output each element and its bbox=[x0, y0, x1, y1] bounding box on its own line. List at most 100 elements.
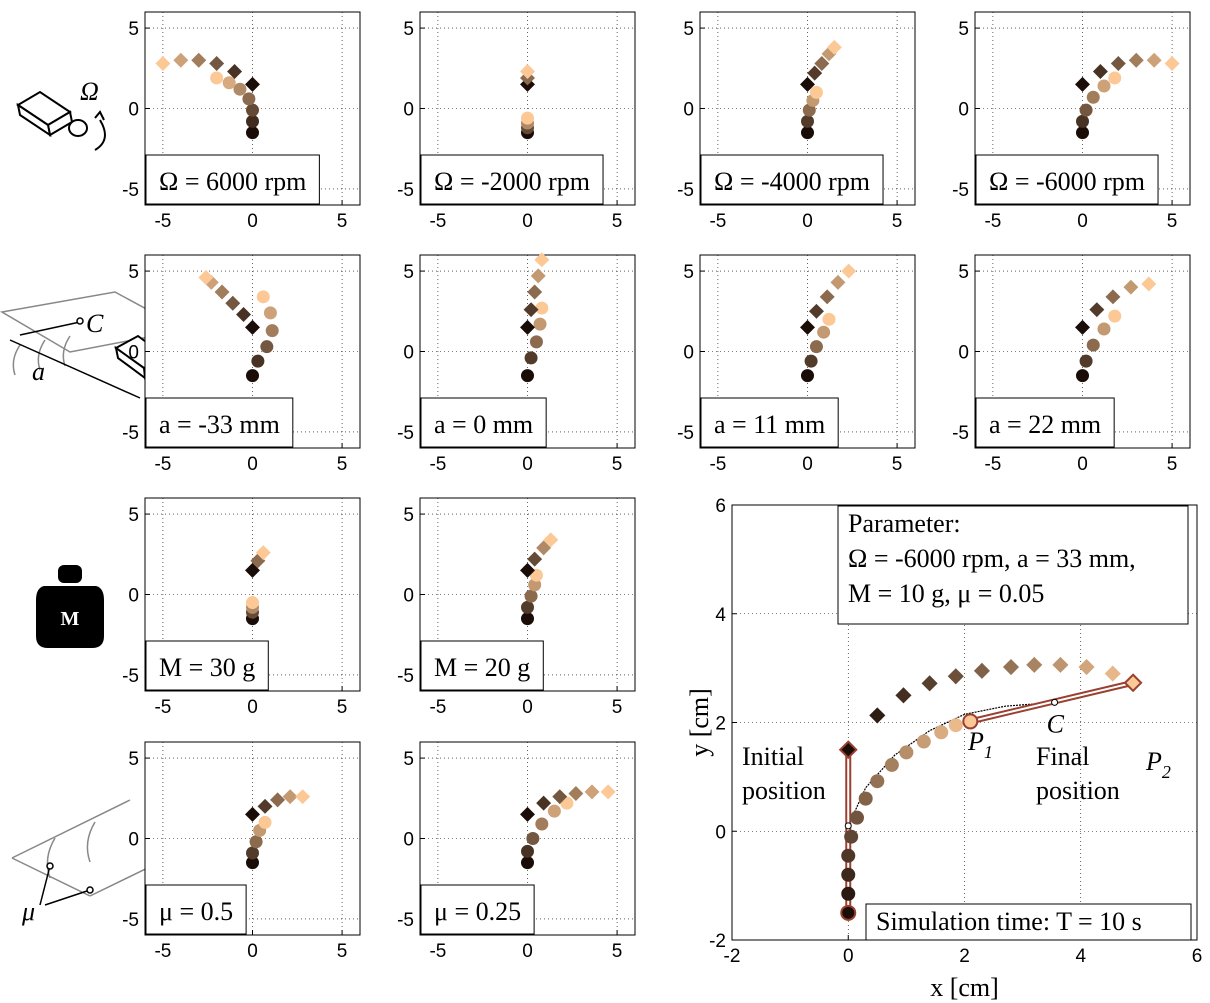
x-tick-label: -5 bbox=[709, 211, 726, 232]
circle-point bbox=[263, 306, 277, 320]
circle-point bbox=[844, 829, 859, 844]
diamond-point bbox=[808, 303, 824, 319]
y-tick-label: 0 bbox=[683, 343, 694, 364]
circle-point bbox=[934, 725, 949, 740]
y-tick-label: 2 bbox=[715, 714, 726, 735]
diamond-point bbox=[1105, 289, 1121, 305]
parameter-label: μ = 0.25 bbox=[434, 897, 521, 926]
diamond-point bbox=[838, 740, 858, 760]
diamond-point bbox=[191, 52, 207, 68]
p2-label: P2 bbox=[1145, 747, 1171, 782]
diamond-point bbox=[841, 263, 857, 279]
diamond-point bbox=[1092, 64, 1108, 79]
x-tick-label: 5 bbox=[1167, 454, 1178, 475]
y-tick-label: -5 bbox=[122, 423, 139, 444]
parameter-label: a = 0 mm bbox=[434, 410, 533, 439]
y-tick-label: 0 bbox=[958, 100, 969, 121]
diamond-point bbox=[527, 551, 543, 567]
y-tick-label: 0 bbox=[683, 100, 694, 121]
y-tick-label: 5 bbox=[403, 505, 414, 526]
diamond-point bbox=[236, 307, 252, 322]
y-tick-label: 0 bbox=[128, 830, 139, 851]
circle-point bbox=[1076, 126, 1089, 140]
y-tick-label: -5 bbox=[397, 666, 414, 687]
circle-point bbox=[210, 71, 224, 85]
x-tick-label: 5 bbox=[337, 941, 348, 962]
x-tick-label: 0 bbox=[1077, 454, 1088, 475]
parameter-label: a = 11 mm bbox=[714, 410, 825, 439]
diamond-point bbox=[814, 55, 830, 71]
circle-point bbox=[249, 835, 263, 849]
diamond-point bbox=[543, 532, 559, 548]
label-box bbox=[145, 154, 320, 205]
circle-point bbox=[916, 734, 931, 749]
diamond-point bbox=[1110, 55, 1126, 71]
weight-symbol: M bbox=[61, 608, 80, 630]
diamond-point bbox=[807, 65, 823, 81]
p1-sub: 1 bbox=[984, 742, 993, 762]
diamond-point bbox=[584, 784, 600, 800]
diamond-point bbox=[257, 798, 273, 814]
circle-point bbox=[521, 844, 534, 858]
diamond-point bbox=[1075, 76, 1090, 92]
x-tick-label: 0 bbox=[247, 454, 258, 475]
diamond-point bbox=[1002, 658, 1020, 676]
simulation-text: Simulation time: T = 10 s bbox=[876, 907, 1142, 936]
diamond-point bbox=[1141, 276, 1157, 292]
circle-point bbox=[840, 904, 857, 921]
initial-label: position bbox=[742, 776, 826, 805]
diamond-point bbox=[520, 806, 535, 822]
parameter-text: Parameter: bbox=[848, 509, 961, 538]
y-tick-label: 5 bbox=[128, 505, 139, 526]
c-point bbox=[1051, 698, 1059, 706]
circle-point bbox=[1076, 114, 1089, 128]
circle-point bbox=[246, 856, 259, 870]
x-tick-label: 0 bbox=[247, 697, 258, 718]
circle-point bbox=[1108, 71, 1122, 85]
x-tick-label: -5 bbox=[154, 941, 171, 962]
parameter-label: Ω = 6000 rpm bbox=[159, 167, 306, 196]
diamond-point bbox=[1104, 665, 1121, 682]
x-axis-label: x [cm] bbox=[930, 973, 999, 1002]
diamond-point bbox=[245, 76, 260, 92]
diamond-point bbox=[1075, 319, 1090, 335]
x-tick-label: -5 bbox=[429, 941, 446, 962]
parameter-label: Ω = -6000 rpm bbox=[989, 167, 1145, 196]
label-box bbox=[420, 884, 535, 935]
diamond-point bbox=[245, 562, 260, 578]
diamond-point bbox=[536, 795, 552, 811]
y-tick-label: 0 bbox=[715, 822, 726, 843]
diamond-point bbox=[530, 268, 546, 284]
diamond-point bbox=[1052, 656, 1069, 673]
x-tick-label: -5 bbox=[154, 454, 171, 475]
x-tick-label: 5 bbox=[337, 697, 348, 718]
diamond-point bbox=[270, 792, 286, 808]
simulation-box bbox=[865, 903, 1192, 941]
x-tick-label: -5 bbox=[429, 454, 446, 475]
diamond-point bbox=[1026, 656, 1043, 673]
x-tick-label: 0 bbox=[1077, 211, 1088, 232]
circle-point bbox=[258, 815, 272, 829]
circle-point bbox=[1076, 369, 1089, 383]
x-tick-label: 5 bbox=[892, 211, 903, 232]
y-tick-label: -2 bbox=[709, 931, 726, 952]
a-symbol: a bbox=[32, 357, 45, 386]
circle-point bbox=[242, 92, 256, 106]
y-tick-label: -5 bbox=[397, 910, 414, 931]
p1-label: P1 bbox=[967, 727, 993, 762]
y-tick-label: 5 bbox=[958, 262, 969, 283]
diamond-point bbox=[155, 55, 171, 71]
circle-point bbox=[251, 354, 265, 368]
x-tick-label: 0 bbox=[802, 211, 813, 232]
diamond-point bbox=[1123, 279, 1139, 295]
circle-point bbox=[246, 846, 259, 860]
x-tick-label: -5 bbox=[429, 211, 446, 232]
circle-point bbox=[899, 745, 914, 760]
parameter-label: Ω = -4000 rpm bbox=[714, 167, 870, 196]
parameter-label: Ω = -2000 rpm bbox=[434, 167, 590, 196]
label-box bbox=[145, 397, 294, 448]
circle-point bbox=[246, 596, 259, 610]
circle-point bbox=[521, 111, 534, 125]
x-tick-label: 0 bbox=[802, 454, 813, 475]
mu-symbol: μ bbox=[21, 897, 35, 926]
